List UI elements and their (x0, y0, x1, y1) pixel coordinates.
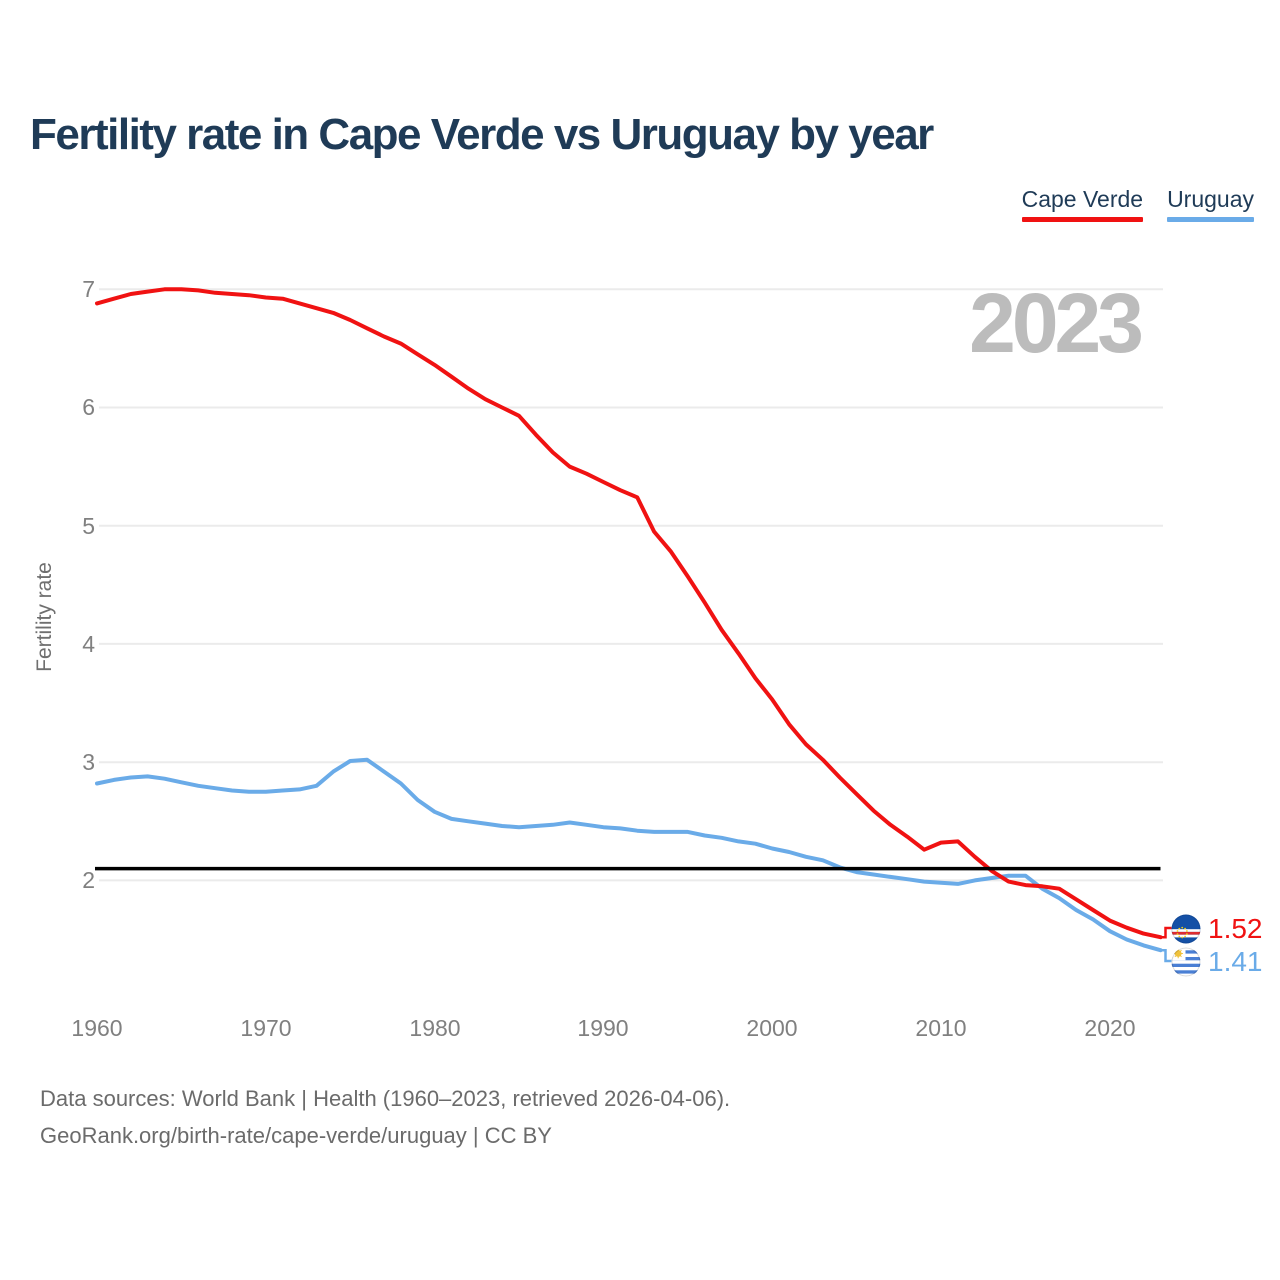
legend-item-cape-verde[interactable]: Cape Verde (1021, 186, 1144, 222)
watermark-year: 2023 (969, 276, 1144, 370)
end-value-uruguay: 1.41 (1208, 946, 1263, 977)
series-line-uruguay (95, 757, 1163, 953)
x-tick-label-2010: 2010 (915, 1015, 967, 1041)
page-title: Fertility rate in Cape Verde vs Uruguay … (30, 110, 934, 159)
end-label-cape-verde: 1.52 (1171, 913, 1263, 945)
cape-verde-flag-icon (1171, 914, 1201, 944)
y-tick-label-6: 6 (82, 394, 95, 420)
y-tick-label-3: 3 (82, 749, 95, 775)
x-tick-label-2020: 2020 (1084, 1015, 1136, 1041)
footer-attribution: GeoRank.org/birth-rate/cape-verde/urugua… (40, 1123, 552, 1148)
legend-item-uruguay[interactable]: Uruguay (1167, 186, 1254, 222)
x-tick-label-1990: 1990 (577, 1015, 629, 1041)
legend-label-uruguay: Uruguay (1167, 186, 1254, 212)
x-tick-label-1960: 1960 (71, 1015, 123, 1041)
x-tick-label-1980: 1980 (409, 1015, 461, 1041)
y-tick-label-4: 4 (82, 631, 95, 657)
x-tick-label-1970: 1970 (240, 1015, 292, 1041)
y-tick-label-2: 2 (82, 867, 95, 893)
legend: Cape Verde Uruguay (1021, 186, 1254, 222)
legend-underline-uruguay (1167, 217, 1254, 222)
label-connector-uruguay (1160, 948, 1172, 963)
footer-data-sources: Data sources: World Bank | Health (1960–… (40, 1086, 731, 1111)
legend-label-cape-verde: Cape Verde (1021, 186, 1144, 212)
y-tick-label-7: 7 (82, 276, 95, 302)
uruguay-flag-icon (1171, 947, 1201, 977)
series-line-cape-verde (95, 287, 1163, 940)
end-label-uruguay: 1.41 (1171, 946, 1263, 978)
label-connector-cape-verde (1160, 926, 1172, 939)
y-axis-title: Fertility rate (33, 562, 56, 672)
end-value-cape-verde: 1.52 (1208, 913, 1263, 944)
footer: Data sources: World Bank | Health (1960–… (40, 1080, 730, 1154)
x-tick-label-2000: 2000 (746, 1015, 798, 1041)
y-tick-label-5: 5 (82, 513, 95, 539)
legend-underline-cape-verde (1021, 217, 1144, 222)
